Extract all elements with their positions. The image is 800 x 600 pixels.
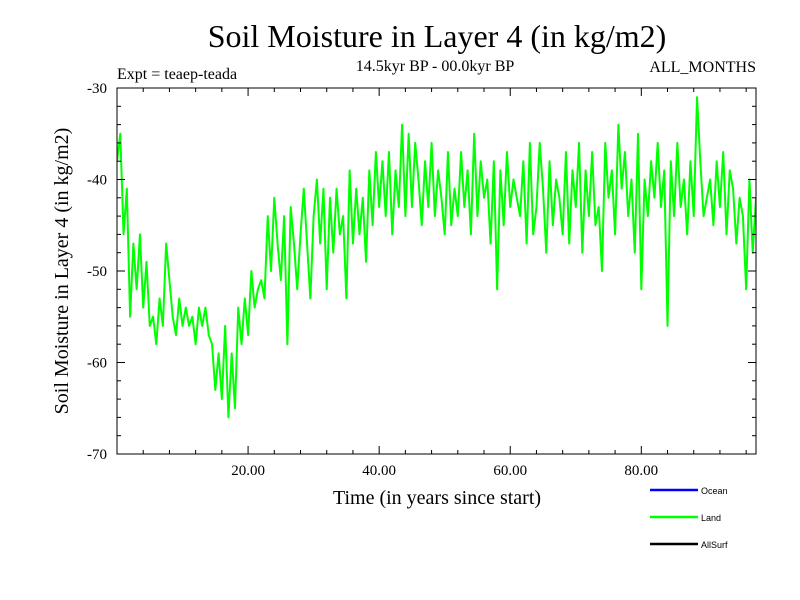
legend-label-ocean: Ocean: [701, 486, 728, 496]
y-tick-label: -30: [87, 81, 107, 97]
x-tick-label: 40.00: [362, 463, 396, 479]
legend-label-allsurf: AllSurf: [701, 540, 728, 550]
series-line-land: [117, 96, 756, 419]
y-tick-label: -40: [87, 173, 107, 189]
x-tick-label: 60.00: [493, 463, 527, 479]
time-range-label: 14.5kyr BP - 00.0kyr BP: [356, 58, 515, 75]
y-tick-label: -60: [87, 356, 107, 372]
plot-frame: [116, 87, 757, 455]
legend-label-land: Land: [701, 513, 721, 523]
experiment-label: Expt = teaep-teada: [117, 66, 237, 83]
months-label: ALL_MONTHS: [649, 59, 756, 76]
x-tick-label: 20.00: [231, 463, 265, 479]
chart-title: Soil Moisture in Layer 4 (in kg/m2): [208, 18, 667, 54]
x-tick-label: 80.00: [624, 463, 658, 479]
y-axis-label: Soil Moisture in Layer 4 (in kg/m2): [51, 128, 73, 415]
legend: Ocean Land AllSurf: [650, 486, 728, 550]
y-tick-label: -70: [87, 447, 107, 463]
y-tick-label: -50: [87, 264, 107, 280]
x-axis-label: Time (in years since start): [333, 487, 541, 509]
